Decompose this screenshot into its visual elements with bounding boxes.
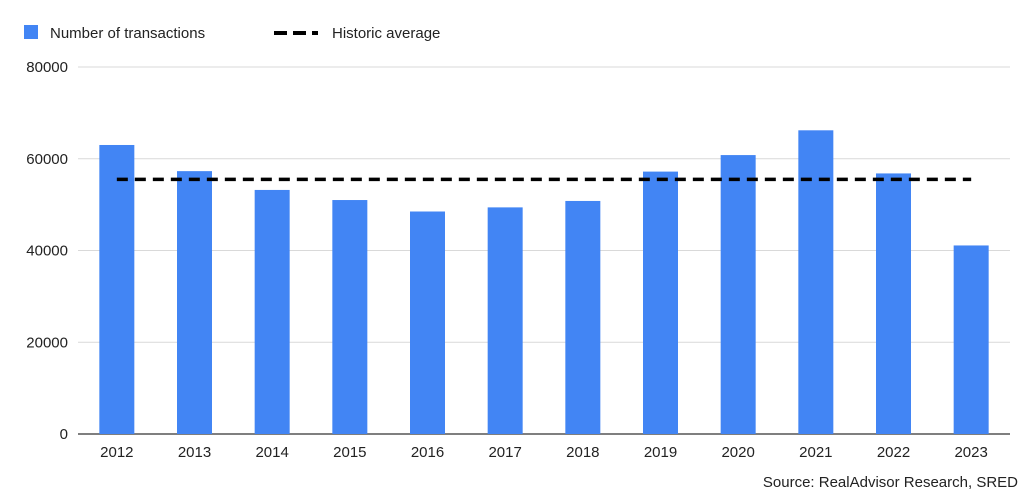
x-tick-label: 2012 <box>100 444 133 461</box>
grid-lines <box>78 66 1010 435</box>
x-tick-label: 2013 <box>178 444 211 461</box>
x-tick-label: 2016 <box>411 444 444 461</box>
x-axis-ticks: 2012 2013 2014 2015 2016 2017 2018 2019 2020 2021… <box>100 444 988 461</box>
y-tick-label: 20000 <box>26 334 68 351</box>
y-tick-label: 80000 <box>26 59 68 76</box>
y-tick-label: 40000 <box>26 243 68 260</box>
y-axis-ticks: 0 20000 40000 60000 80000 <box>26 59 68 443</box>
x-tick-label: 2019 <box>644 444 677 461</box>
x-tick-label: 2020 <box>721 444 754 461</box>
bars <box>99 130 989 435</box>
x-tick-label: 2015 <box>333 444 366 461</box>
bar-2018 <box>565 200 601 434</box>
x-tick-label: 2022 <box>877 444 910 461</box>
bar-2017 <box>487 207 523 434</box>
bar-2020 <box>720 155 756 434</box>
bar-2023 <box>953 245 989 434</box>
bar-2019 <box>643 171 678 434</box>
x-tick-label: 2023 <box>954 444 987 461</box>
source-note: Source: RealAdvisor Research, SRED <box>762 474 1018 491</box>
legend-label-average: Historic average <box>332 25 440 42</box>
legend: Number of transactions Historic average <box>24 25 440 42</box>
x-tick-label: 2014 <box>255 444 288 461</box>
x-tick-label: 2021 <box>799 444 832 461</box>
bar-2012 <box>99 144 135 435</box>
legend-swatch-transactions <box>24 25 38 39</box>
y-tick-label: 0 <box>60 426 68 443</box>
x-tick-label: 2017 <box>488 444 521 461</box>
bar-2013 <box>177 171 212 435</box>
bar-2022 <box>876 173 911 434</box>
bar-2015 <box>332 200 368 434</box>
bar-2014 <box>254 189 290 434</box>
bar-2016 <box>410 211 445 434</box>
y-tick-label: 60000 <box>26 151 68 168</box>
x-tick-label: 2018 <box>566 444 599 461</box>
legend-label-transactions: Number of transactions <box>50 25 205 42</box>
bar-2021 <box>798 130 834 434</box>
